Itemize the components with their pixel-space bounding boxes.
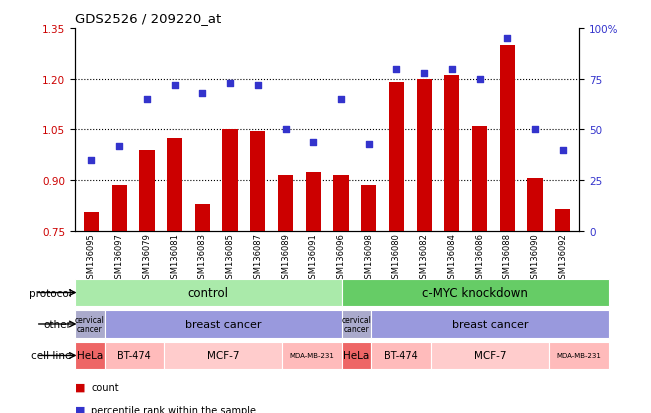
Point — [557, 147, 568, 154]
Bar — [84, 213, 99, 413]
Text: percentile rank within the sample: percentile rank within the sample — [91, 405, 256, 413]
Bar — [195, 204, 210, 413]
Point — [391, 66, 402, 73]
Bar — [549, 342, 609, 369]
Bar — [500, 46, 515, 413]
Bar — [389, 83, 404, 413]
Text: breast cancer: breast cancer — [185, 319, 262, 329]
Bar — [527, 179, 543, 413]
Point — [502, 36, 512, 42]
Bar — [75, 311, 105, 338]
Text: MCF-7: MCF-7 — [474, 351, 506, 361]
Text: control: control — [188, 286, 229, 299]
Bar — [372, 342, 431, 369]
Point — [225, 80, 235, 87]
Text: cervical
cancer: cervical cancer — [342, 315, 372, 334]
Bar — [111, 186, 127, 413]
Text: cell line: cell line — [31, 351, 72, 361]
Text: other: other — [44, 319, 72, 329]
Point — [530, 127, 540, 133]
Point — [475, 76, 485, 83]
Text: HeLa: HeLa — [344, 351, 370, 361]
Text: MDA-MB-231: MDA-MB-231 — [557, 353, 602, 358]
Bar — [278, 176, 293, 413]
Bar — [417, 79, 432, 413]
Text: c-MYC knockdown: c-MYC knockdown — [422, 286, 528, 299]
Bar — [342, 279, 609, 306]
Bar — [75, 279, 342, 306]
Bar — [361, 186, 376, 413]
Point — [281, 127, 291, 133]
Point — [308, 139, 318, 145]
Point — [114, 143, 124, 150]
Point — [197, 90, 208, 97]
Bar — [444, 76, 460, 413]
Text: ■: ■ — [75, 382, 85, 392]
Text: GDS2526 / 209220_at: GDS2526 / 209220_at — [75, 12, 221, 25]
Point — [169, 82, 180, 89]
Bar — [139, 150, 154, 413]
Bar — [105, 342, 164, 369]
Text: breast cancer: breast cancer — [452, 319, 529, 329]
Point — [253, 82, 263, 89]
Bar — [472, 127, 487, 413]
Bar — [167, 138, 182, 413]
Bar — [372, 311, 609, 338]
Point — [363, 141, 374, 147]
Point — [419, 70, 430, 77]
Bar — [75, 342, 105, 369]
Bar — [333, 176, 349, 413]
Bar — [305, 172, 321, 413]
Text: MDA-MB-231: MDA-MB-231 — [290, 353, 335, 358]
Text: cervical
cancer: cervical cancer — [75, 315, 105, 334]
Bar — [164, 342, 283, 369]
Text: ■: ■ — [75, 405, 85, 413]
Text: HeLa: HeLa — [77, 351, 103, 361]
Bar — [342, 342, 372, 369]
Text: BT-474: BT-474 — [384, 351, 418, 361]
Point — [87, 157, 97, 164]
Bar — [250, 132, 266, 413]
Bar — [342, 311, 372, 338]
Bar — [223, 130, 238, 413]
Point — [336, 96, 346, 103]
Text: protocol: protocol — [29, 288, 72, 298]
Point — [142, 96, 152, 103]
Bar — [555, 209, 570, 413]
Text: count: count — [91, 382, 118, 392]
Text: MCF-7: MCF-7 — [207, 351, 240, 361]
Text: BT-474: BT-474 — [117, 351, 151, 361]
Point — [447, 66, 457, 73]
Bar — [283, 342, 342, 369]
Bar — [105, 311, 342, 338]
Bar — [431, 342, 549, 369]
